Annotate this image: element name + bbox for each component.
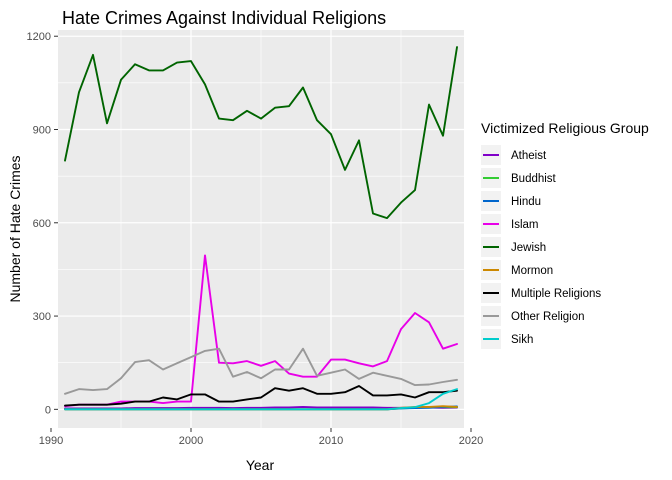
legend-title: Victimized Religious Group	[481, 120, 649, 136]
series-line-atheist	[64, 405, 458, 410]
y-tick-label: 600	[33, 218, 51, 230]
legend-label-buddhist: Buddhist	[511, 173, 557, 185]
legend-label-islam: Islam	[511, 219, 538, 231]
x-tick-label: 2000	[179, 435, 203, 447]
y-tick-label: 300	[33, 311, 51, 323]
y-tick-label: 900	[33, 125, 51, 137]
legend-label-multiple-religions: Multiple Religions	[511, 288, 601, 300]
legend-label-hindu: Hindu	[511, 196, 541, 208]
y-tick-label: 1200	[27, 31, 51, 43]
y-axis: 0 300 600 900 1200	[27, 31, 58, 416]
series-line-multiple-religions	[64, 385, 458, 407]
chart-title: Hate Crimes Against Individual Religions	[62, 8, 386, 28]
major-gridlines	[50, 30, 472, 428]
series-lines	[64, 46, 458, 411]
legend-label-other-religion: Other Religion	[511, 311, 585, 323]
legend-label-jewish: Jewish	[511, 242, 546, 254]
x-tick-label: 2020	[459, 435, 483, 447]
x-axis: 1990 2000 2010 2020	[39, 428, 483, 447]
y-axis-title: Number of Hate Crimes	[7, 155, 23, 302]
series-line-sikh	[64, 388, 458, 411]
series-line-other-religion	[64, 347, 458, 395]
legend-label-mormon: Mormon	[511, 265, 553, 277]
minor-gridlines	[58, 30, 464, 428]
legend: Victimized Religious Group Atheist Buddhi…	[481, 120, 649, 349]
x-axis-title: Year	[246, 457, 275, 473]
series-line-jewish	[64, 46, 458, 220]
legend-label-atheist: Atheist	[511, 150, 547, 162]
x-tick-label: 2010	[319, 435, 343, 447]
x-tick-label: 1990	[39, 435, 63, 447]
legend-label-sikh: Sikh	[511, 334, 533, 346]
y-tick-label: 0	[45, 404, 51, 416]
